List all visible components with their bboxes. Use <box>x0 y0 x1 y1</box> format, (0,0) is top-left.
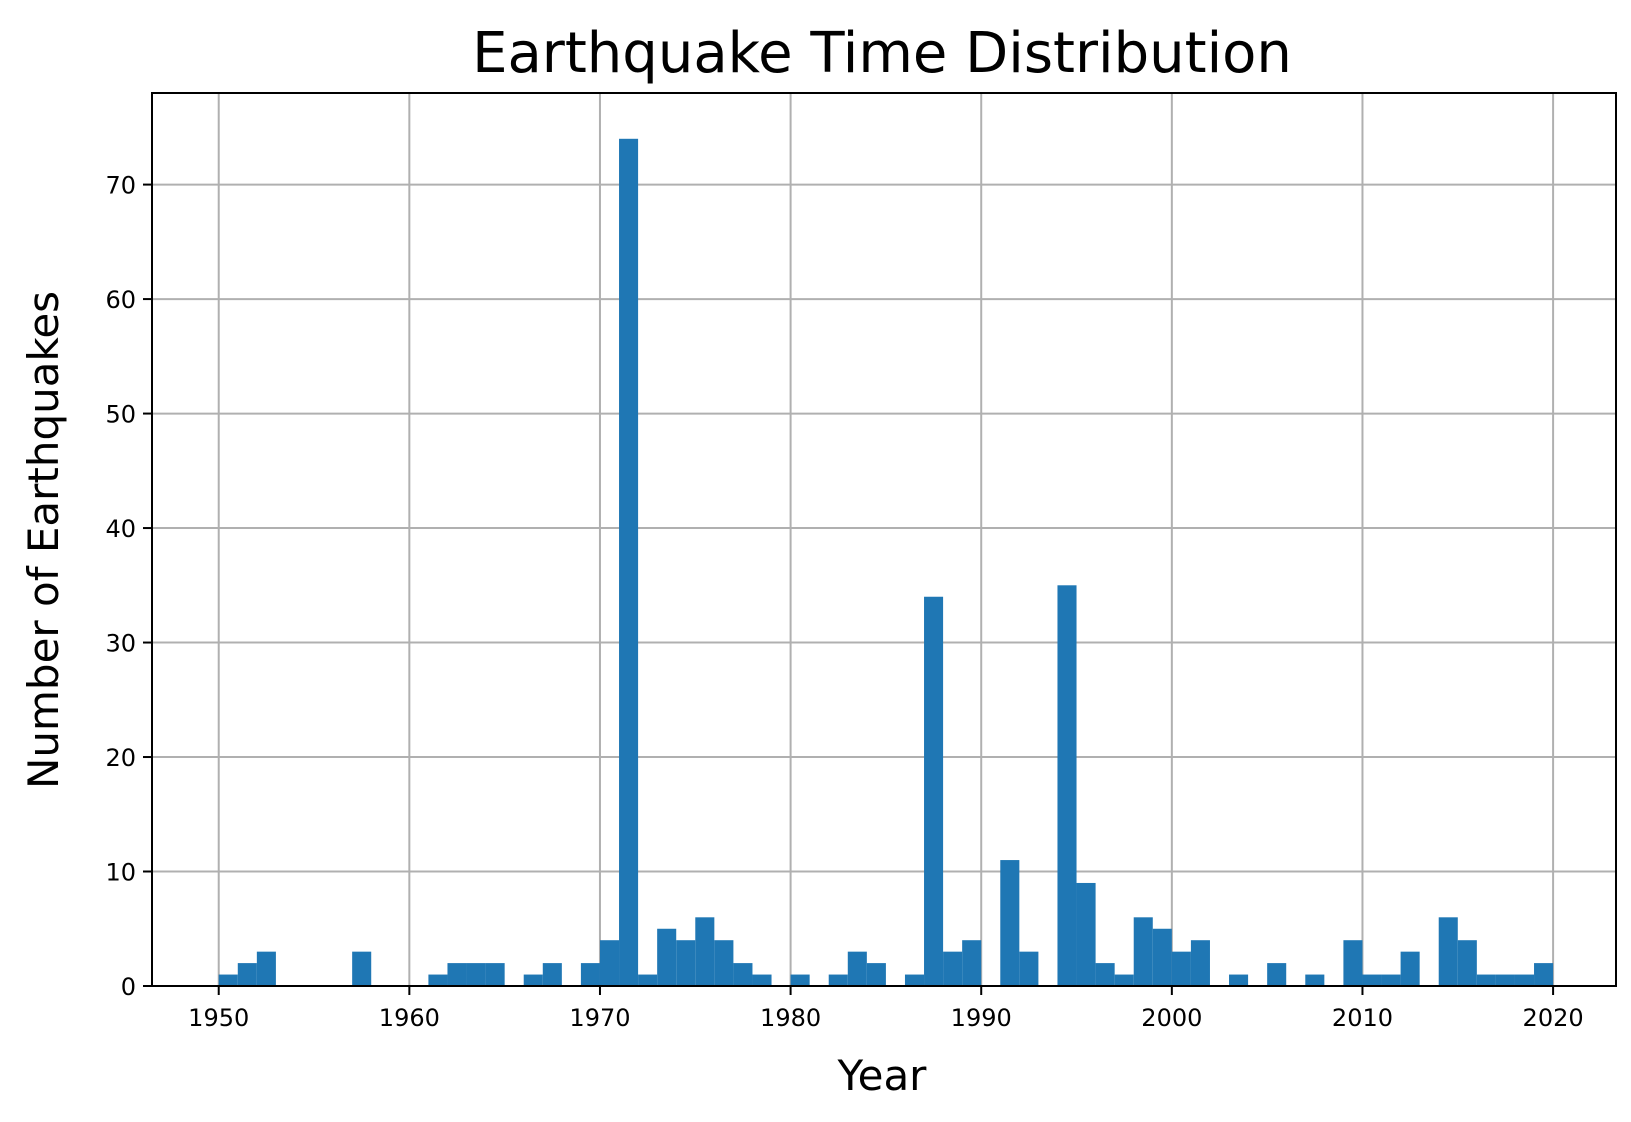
histogram-bar <box>1495 974 1515 986</box>
histogram-bar <box>1057 585 1077 986</box>
histogram-bar <box>580 963 600 986</box>
y-axis-ticks: 0 10 20 30 40 50 60 70 <box>105 172 152 1001</box>
histogram-bar <box>599 940 620 986</box>
histogram-bar <box>638 974 658 986</box>
chart-title: Earthquake Time Distribution <box>472 21 1292 86</box>
histogram-bar <box>714 940 734 986</box>
y-tick-label: 60 <box>105 286 136 314</box>
histogram-bar <box>752 974 772 986</box>
histogram-bar <box>695 917 715 986</box>
histogram-bar <box>1190 940 1210 986</box>
y-axis-label: Number of Earthquakes <box>19 291 68 789</box>
x-tick-label: 1960 <box>379 1004 440 1032</box>
histogram-bar <box>1305 974 1325 986</box>
histogram-bar <box>1400 951 1420 986</box>
y-tick-label: 30 <box>105 630 136 658</box>
histogram-bar <box>1152 928 1172 986</box>
histogram-bar <box>1229 974 1249 986</box>
histogram-bar <box>866 963 886 986</box>
histogram-bar <box>1114 974 1134 986</box>
histogram-bar <box>828 974 848 986</box>
x-tick-label: 2000 <box>1141 1004 1202 1032</box>
x-tick-label: 1950 <box>188 1004 249 1032</box>
histogram-bar <box>542 963 562 986</box>
y-tick-label: 20 <box>105 744 136 772</box>
histogram-bar <box>523 974 543 986</box>
y-tick-label: 50 <box>105 401 136 429</box>
histogram-bar <box>428 974 448 986</box>
histogram-bar <box>676 940 696 986</box>
histogram-bar <box>1000 860 1020 986</box>
histogram-bar <box>1076 882 1096 986</box>
histogram-bar <box>1534 963 1554 986</box>
histogram-bars <box>218 138 1554 987</box>
histogram-bar <box>1457 940 1477 986</box>
histogram-bar <box>447 963 467 986</box>
histogram-bar <box>1095 963 1115 986</box>
histogram-bar <box>924 596 944 986</box>
histogram-bar <box>485 963 505 986</box>
histogram-bar <box>1267 963 1287 986</box>
x-tick-label: 1980 <box>760 1004 821 1032</box>
histogram-bar <box>962 940 982 986</box>
histogram-bar <box>1343 940 1363 986</box>
histogram-bar <box>218 974 238 986</box>
histogram-bar <box>466 963 486 986</box>
histogram-bar <box>657 928 677 986</box>
x-tick-label: 2020 <box>1523 1004 1584 1032</box>
y-tick-label: 10 <box>105 859 136 887</box>
x-tick-label: 1990 <box>951 1004 1012 1032</box>
histogram-bar <box>1438 917 1458 986</box>
x-tick-label: 2010 <box>1332 1004 1393 1032</box>
histogram-bar <box>352 951 372 986</box>
grid-lines <box>152 93 1616 987</box>
histogram-bar <box>1381 974 1401 986</box>
histogram-bar <box>619 138 639 987</box>
y-tick-label: 40 <box>105 515 136 543</box>
histogram-bar <box>237 963 257 986</box>
histogram-bar <box>847 951 867 986</box>
x-axis-ticks: 1950 1960 1970 1980 1990 2000 2010 2020 <box>188 986 1584 1032</box>
histogram-bar <box>1171 951 1191 986</box>
histogram-bar <box>733 963 753 986</box>
histogram-bar <box>904 974 925 986</box>
x-tick-label: 1970 <box>569 1004 630 1032</box>
histogram-bar <box>1514 974 1535 986</box>
histogram-bar <box>1362 974 1382 986</box>
y-tick-label: 70 <box>105 172 136 200</box>
histogram-bar <box>1133 917 1153 986</box>
histogram-bar <box>256 951 276 986</box>
histogram-bar <box>1476 974 1496 986</box>
x-axis-label: Year <box>837 1051 928 1100</box>
histogram-bar <box>943 951 963 986</box>
histogram-bar <box>1019 951 1039 986</box>
histogram-bar <box>790 974 810 986</box>
y-tick-label: 0 <box>121 973 136 1001</box>
plot-frame <box>151 92 1617 987</box>
